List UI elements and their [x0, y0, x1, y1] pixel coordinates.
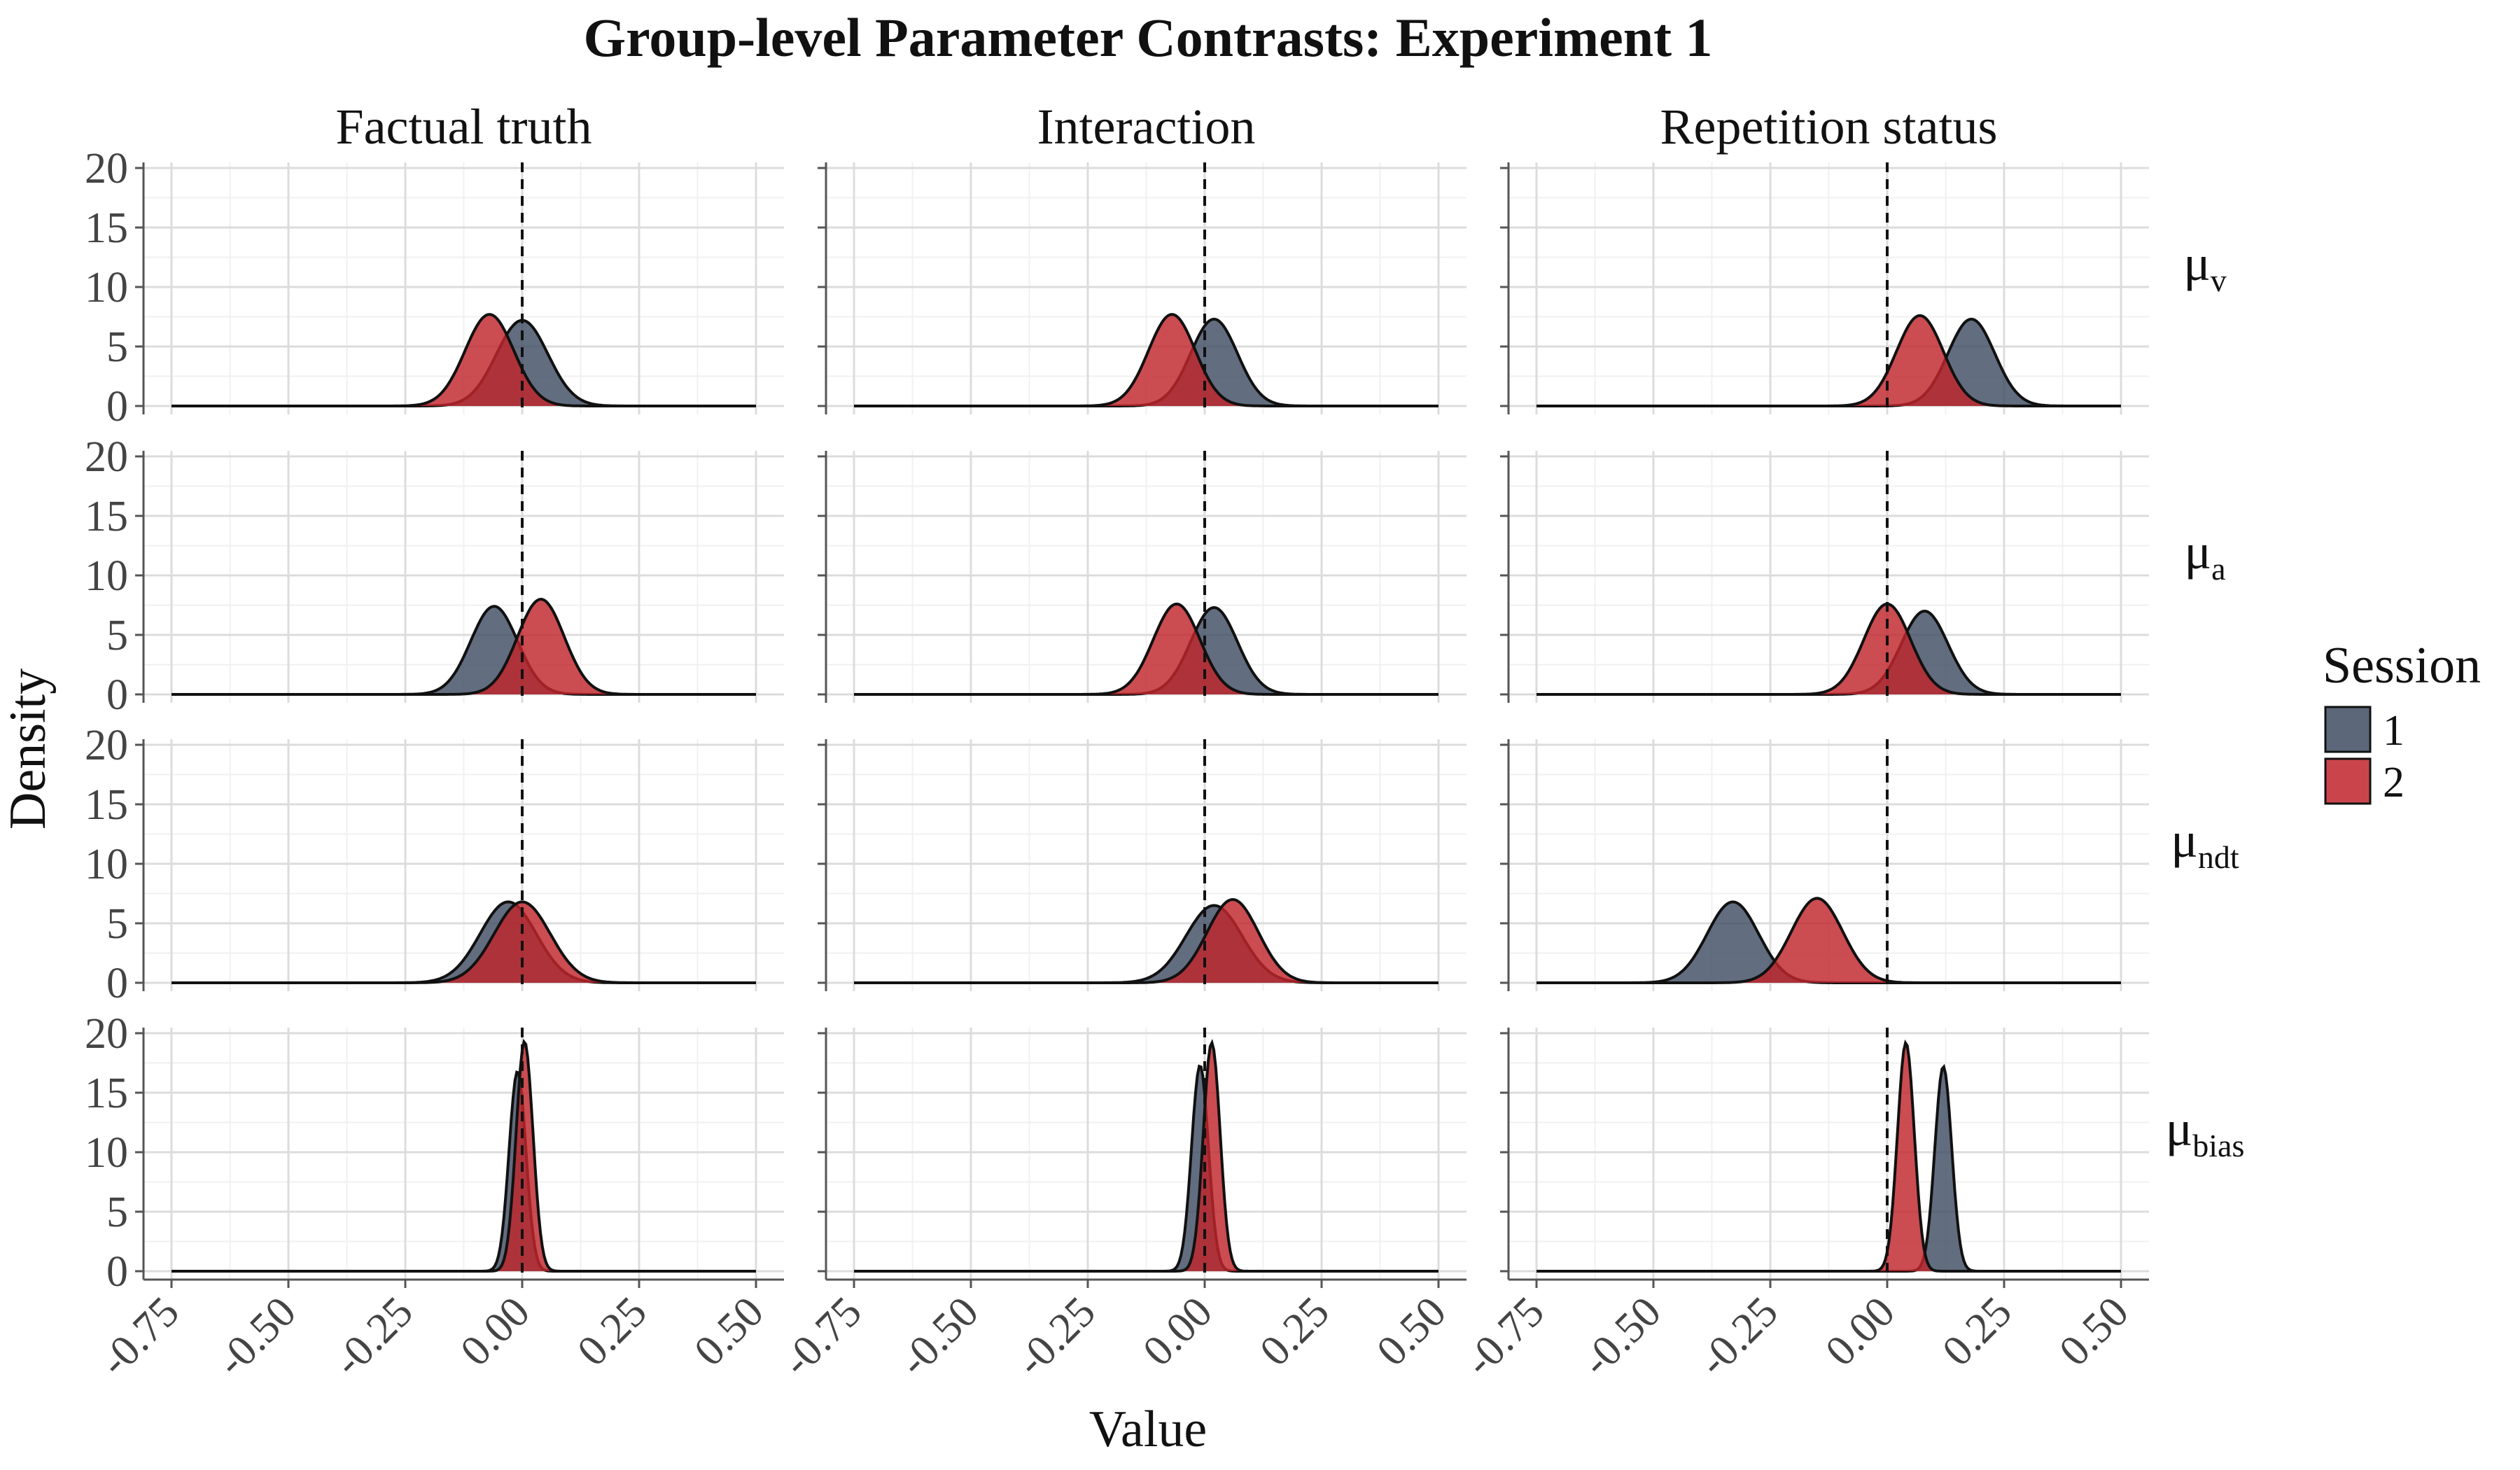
- panel-r3-c2: [818, 739, 1466, 991]
- density-area-session1: [1536, 318, 2121, 406]
- y-tick-label: 10: [85, 1129, 128, 1177]
- panel-r1-c2: [818, 162, 1466, 414]
- x-tick-label: 0.25: [1933, 1288, 2021, 1376]
- y-tick-label: 0: [106, 960, 128, 1007]
- density-line-session2: [172, 900, 756, 984]
- density-line-session2: [1536, 897, 2121, 984]
- x-tick-label: -0.50: [890, 1288, 987, 1385]
- legend-label-session-1: 1: [2383, 707, 2404, 755]
- legend-swatch-session-1: [2324, 706, 2372, 753]
- x-tick-label: 0.50: [1368, 1288, 1455, 1376]
- panel-r4-c1: 0 5 10 15 20 -0.75 -0.50 -0.25 0.00 0.25 0.50: [85, 1010, 784, 1385]
- row-label-bias: μbias: [2166, 1100, 2245, 1163]
- chart-title: Group-level Parameter Contrasts: Experim…: [583, 7, 1712, 68]
- y-tick-label: 5: [106, 900, 128, 948]
- panel-r2-c1: 0 5 10 15 20: [85, 433, 784, 719]
- legend-swatch-session-2: [2324, 757, 2372, 805]
- panel-r2-c3: [1500, 451, 2149, 703]
- x-tick-label: -0.25: [1007, 1288, 1104, 1385]
- panel-grid: Factual truth051015200510152005101520051…: [85, 99, 2244, 1385]
- facet-label-1: Factual truth: [336, 99, 592, 155]
- density-line-session2: [172, 313, 756, 407]
- x-tick-label: 0.00: [1816, 1288, 1904, 1376]
- density-area-session2: [172, 314, 756, 406]
- y-tick-label: 10: [85, 552, 128, 600]
- y-tick-label: 0: [106, 671, 128, 719]
- y-tick-label: 5: [106, 323, 128, 371]
- density-line-session2: [854, 1039, 1438, 1273]
- density-area-session2: [854, 314, 1438, 406]
- y-tick-label: 15: [85, 781, 128, 829]
- density-line-session2: [854, 313, 1438, 407]
- y-tick-label: 10: [85, 841, 128, 888]
- y-tick-label: 5: [106, 1189, 128, 1236]
- y-tick-label: 5: [106, 612, 128, 659]
- panel-r4-c3: -0.75 -0.50 -0.25 0.00 0.25 0.50: [1455, 1028, 2149, 1385]
- row-label-ndt: μndt: [2171, 812, 2239, 875]
- x-tick-label: 0.25: [568, 1288, 656, 1376]
- density-line-session2: [854, 602, 1438, 696]
- x-tick-label: -0.25: [1689, 1288, 1786, 1385]
- density-area-session2: [1536, 898, 2121, 983]
- y-tick-label: 0: [106, 1248, 128, 1296]
- row-label-v: μv: [2183, 235, 2227, 298]
- x-tick-label: 0.50: [2050, 1288, 2138, 1376]
- x-tick-label: -0.25: [324, 1288, 421, 1385]
- panel-r4-c2: -0.75 -0.50 -0.25 0.00 0.25 0.50: [773, 1028, 1466, 1385]
- y-tick-label: 0: [106, 383, 128, 430]
- x-tick-label: 0.00: [1134, 1288, 1222, 1376]
- x-axis-title: Value: [1089, 1401, 1208, 1458]
- density-line-session2: [172, 1038, 756, 1273]
- y-axis-title: Density: [0, 668, 57, 830]
- legend-title: Session: [2323, 637, 2481, 694]
- row-label-a: μa: [2184, 524, 2225, 587]
- panel-r3-c1: 0 5 10 15 20: [85, 722, 784, 1007]
- y-tick-label: 15: [85, 204, 128, 252]
- x-tick-label: 0.50: [685, 1288, 773, 1376]
- density-line-session2: [854, 897, 1438, 984]
- density-area-session2: [854, 603, 1438, 694]
- x-tick-label: 0.25: [1251, 1288, 1338, 1376]
- density-line-session2: [172, 597, 756, 696]
- density-area-session1: [172, 606, 756, 694]
- x-tick-label: -0.50: [207, 1288, 304, 1385]
- facet-label-3: Repetition status: [1660, 99, 1998, 155]
- y-tick-label: 20: [85, 145, 128, 192]
- x-tick-label: -0.75: [773, 1288, 870, 1385]
- x-tick-label: -0.75: [1455, 1288, 1553, 1385]
- density-line-session2: [1536, 314, 2121, 407]
- y-tick-label: 20: [85, 433, 128, 481]
- y-tick-label: 15: [85, 493, 128, 540]
- panel-r2-c2: [818, 451, 1466, 703]
- density-area-session1: [172, 902, 756, 983]
- y-tick-label: 10: [85, 264, 128, 312]
- y-tick-label: 20: [85, 1010, 128, 1058]
- legend-label-session-2: 2: [2383, 759, 2404, 806]
- facet-label-2: Interaction: [1037, 99, 1256, 155]
- density-line-session2: [1536, 602, 2121, 696]
- x-tick-label: -0.75: [90, 1288, 188, 1385]
- y-tick-label: 20: [85, 722, 128, 769]
- x-tick-label: 0.00: [451, 1288, 539, 1376]
- panel-r1-c1: 0 5 10 15 20: [85, 145, 784, 430]
- legend: Session 1 2: [2323, 637, 2481, 806]
- panel-r1-c3: [1500, 162, 2149, 414]
- y-tick-label: 15: [85, 1070, 128, 1117]
- x-tick-label: -0.50: [1572, 1288, 1670, 1385]
- density-line-session2: [1536, 1039, 2121, 1273]
- panel-r3-c3: [1500, 739, 2149, 991]
